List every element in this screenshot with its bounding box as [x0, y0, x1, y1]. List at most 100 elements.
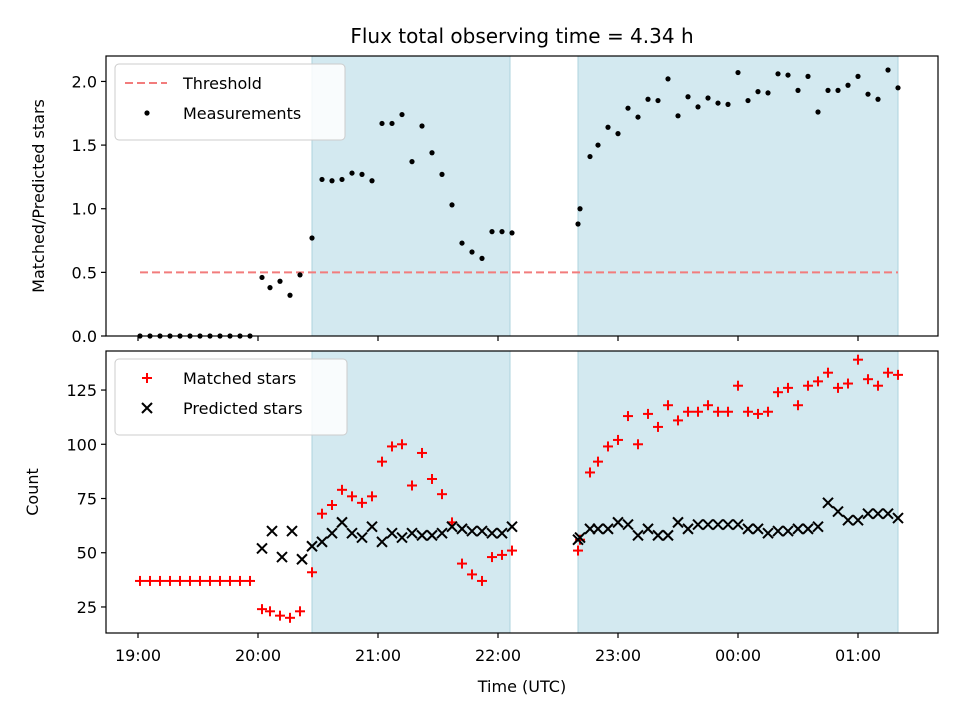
matched-star-point — [437, 489, 447, 500]
predicted-star-point — [722, 518, 734, 531]
y-tick-label: 1.0 — [72, 200, 97, 219]
predicted-star-point — [812, 521, 824, 533]
measurement-point — [645, 96, 651, 102]
matched-star-point — [893, 369, 903, 380]
predicted-star-point — [326, 527, 338, 539]
predicted-star-point — [622, 518, 634, 531]
predicted-star-point — [822, 497, 834, 509]
legend-label: Threshold — [182, 74, 262, 93]
matched-star-point — [843, 378, 853, 389]
matched-star-point — [135, 575, 145, 586]
predicted-star-point — [882, 507, 894, 520]
matched-star-point — [723, 406, 733, 417]
predicted-star-point — [476, 525, 488, 537]
matched-star-point — [733, 380, 743, 391]
legend: Threshold Measurements — [114, 63, 346, 141]
predicted-star-point — [256, 542, 268, 555]
matched-star-point — [377, 456, 387, 467]
matched-star-point — [367, 491, 377, 502]
predicted-star-point — [376, 536, 388, 548]
y-tick-label: 75 — [77, 490, 97, 509]
matched-star-point — [477, 575, 487, 586]
matched-star-point — [457, 558, 467, 569]
matched-star-point — [853, 354, 863, 365]
measurement-point — [865, 91, 871, 97]
measurement-point — [605, 124, 611, 130]
predicted-star-point — [592, 523, 604, 535]
axes-frame — [105, 55, 939, 337]
predicted-star-point — [692, 518, 704, 531]
measurement-point — [259, 274, 265, 281]
predicted-star-point — [336, 516, 348, 529]
x-tick-label: 19:00 — [115, 646, 161, 665]
predicted-star-point — [642, 523, 654, 535]
matched-star-point — [245, 575, 255, 586]
measurement-point — [309, 235, 315, 241]
legend-box — [114, 63, 346, 141]
measurement-point — [765, 90, 771, 96]
y-tick-label: 100 — [66, 435, 97, 454]
measurement-point — [705, 95, 711, 101]
measurement-point — [419, 123, 425, 129]
measurement-point — [725, 101, 731, 107]
predicted-star-point — [712, 518, 724, 531]
shaded-region — [577, 350, 899, 634]
matched-star-point — [743, 406, 753, 417]
matched-star-point — [585, 467, 595, 478]
predicted-star-point — [366, 521, 378, 533]
predicted-star-point — [316, 536, 328, 548]
measurement-point — [267, 285, 273, 291]
matched-star-point — [215, 575, 225, 586]
matched-star-point — [803, 380, 813, 391]
predicted-star-point — [842, 514, 854, 526]
matched-star-point — [397, 439, 407, 450]
matched-star-point — [175, 575, 185, 586]
legend-measurement-marker — [144, 110, 150, 116]
measurement-point — [409, 159, 415, 165]
predicted-star-point — [602, 523, 614, 535]
matched-star-point — [337, 484, 347, 495]
measurement-point — [655, 97, 661, 104]
measurement-point — [577, 206, 583, 212]
legend-box — [114, 358, 348, 436]
measurement-point — [319, 176, 325, 183]
legend-label: Measurements — [183, 104, 301, 123]
predicted-star-point — [386, 527, 398, 539]
measurement-point — [735, 69, 741, 76]
y-tick-label: 125 — [66, 381, 97, 400]
shaded-region — [577, 55, 899, 337]
predicted-star-point — [852, 514, 864, 526]
matched-star-point — [185, 575, 195, 586]
matched-star-point — [793, 400, 803, 411]
measurement-point — [775, 71, 781, 77]
measurement-point — [389, 120, 395, 127]
predicted-star-point — [466, 525, 478, 537]
predicted-star-point — [892, 512, 904, 524]
matched-star-point — [603, 441, 613, 452]
predicted-star-point — [506, 521, 518, 533]
matched-star-point — [327, 500, 337, 511]
matched-star-point — [633, 439, 643, 450]
matched-star-point — [357, 497, 367, 508]
predicted-star-point — [742, 523, 754, 535]
measurement-point — [329, 178, 335, 184]
matched-star-point — [387, 441, 397, 452]
measurement-point — [297, 272, 303, 278]
predicted-star-point — [496, 527, 508, 539]
predicted-star-point — [406, 527, 418, 539]
y-tick-label: 0.5 — [72, 263, 97, 282]
matched-star-point — [593, 456, 603, 467]
predicted-star-point — [682, 523, 694, 535]
measurement-point — [339, 176, 345, 183]
predicted-star-point — [662, 529, 674, 542]
measurement-point — [439, 171, 445, 177]
predicted-star-point — [436, 527, 448, 539]
predicted-star-point — [762, 527, 774, 539]
x-tick-label: 21:00 — [355, 646, 401, 665]
predicted-star-point — [702, 518, 714, 531]
measurement-point — [745, 97, 751, 104]
legend-label: Predicted stars — [183, 399, 303, 418]
predicted-star-point — [802, 523, 814, 535]
measurement-point — [429, 150, 435, 156]
